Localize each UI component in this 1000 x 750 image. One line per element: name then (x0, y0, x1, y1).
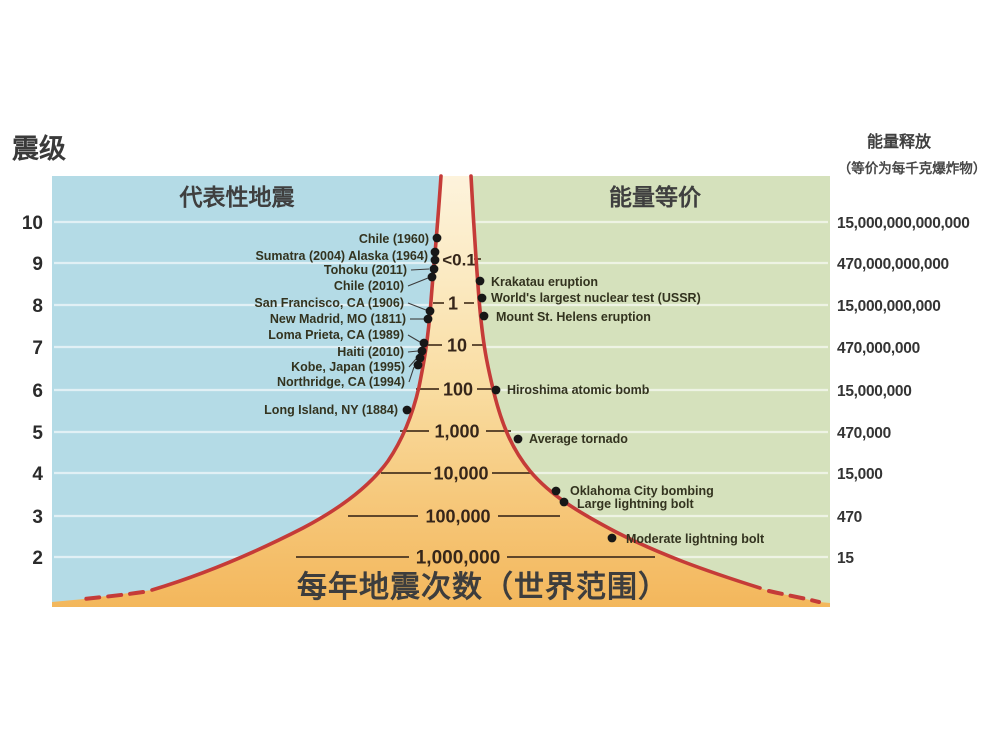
equivalent-dot (477, 293, 487, 303)
energy-value: 470,000,000 (837, 340, 920, 357)
magnitude-tick: 2 (32, 548, 43, 569)
earthquake-dot (425, 306, 435, 316)
frequency-label: <0.1 (442, 251, 476, 270)
annual-frequency-labels: <0.1 1 10 100 1,000 10,000 100,000 1,000,000 (296, 251, 655, 569)
leader-line (407, 334, 421, 343)
earthquake-dot (432, 233, 442, 243)
earthquake-dot (413, 360, 423, 370)
frequency-label: 10 (447, 336, 467, 356)
representative-earthquake-annotations: Chile (1960) Sumatra (2004) Alaska (1964)… (254, 232, 442, 417)
right-region-header: 能量等价 (609, 184, 702, 210)
earthquake-label: Sumatra (2004) Alaska (1964) (255, 249, 428, 263)
earthquake-dot (417, 346, 427, 356)
frequency-label: 1,000,000 (416, 548, 501, 569)
left-region-header: 代表性地震 (179, 184, 296, 210)
equivalent-label: Hiroshima atomic bomb (507, 383, 650, 397)
energy-value: 470,000 (837, 425, 891, 442)
equivalent-label: Mount St. Helens eruption (496, 310, 651, 324)
frequency-label: 1 (448, 294, 458, 314)
energy-value: 15,000,000 (837, 383, 912, 400)
equivalent-label: Large lightning bolt (577, 497, 694, 511)
earthquake-label: Tohoku (2011) (324, 263, 407, 277)
earthquake-label: Haiti (2010) (337, 345, 404, 359)
equivalent-dot (475, 276, 485, 286)
leader-line (410, 268, 430, 271)
magnitude-tick: 3 (32, 507, 43, 528)
equivalent-label: Krakatau eruption (491, 275, 598, 289)
equivalent-label: Oklahoma City bombing (570, 484, 714, 498)
leader-line (408, 366, 415, 383)
earthquake-label: Chile (1960) (359, 232, 429, 246)
magnitude-tick: 7 (32, 338, 43, 359)
earthquake-dot (423, 314, 433, 324)
magnitude-tick: 5 (32, 423, 43, 444)
right-curve-dashed (767, 589, 821, 604)
magnitude-axis-title: 震级 (12, 133, 66, 164)
earthquake-dot (430, 247, 440, 257)
equivalent-dot (491, 385, 501, 395)
frequency-label: 1,000 (434, 422, 479, 442)
energy-value: 15,000 (837, 466, 883, 483)
magnitude-axis-ticks: 10 9 8 7 6 5 4 3 2 (22, 213, 44, 569)
earthquake-label: Northridge, CA (1994) (277, 375, 405, 389)
magnitude-tick: 9 (32, 254, 43, 275)
energy-axis-subtitle: （等价为每千克爆炸物） (838, 160, 987, 176)
earthquake-dot (430, 255, 440, 265)
equivalent-dot (551, 486, 561, 496)
left-curve (150, 174, 443, 592)
leader-line (407, 277, 429, 287)
frequency-label: 100,000 (425, 507, 490, 527)
magnitude-tick: 8 (32, 296, 43, 317)
leader-line (407, 302, 427, 311)
energy-value: 15,000,000,000 (837, 298, 941, 315)
frequency-label: 100 (443, 380, 473, 400)
earthquake-label: Long Island, NY (1884) (264, 403, 398, 417)
equivalent-dot (559, 497, 569, 507)
magnitude-tick: 6 (32, 381, 43, 402)
equivalent-dot (513, 434, 523, 444)
earthquake-dot (419, 338, 429, 348)
energy-value: 15,000,000,000,000 (837, 215, 970, 232)
equivalent-label: Average tornado (529, 432, 628, 446)
earthquake-label: Kobe, Japan (1995) (291, 360, 405, 374)
earthquake-label: New Madrid, MO (1811) (270, 312, 406, 326)
energy-axis-title: 能量释放 (867, 132, 932, 151)
earthquake-dot (427, 272, 437, 282)
earthquake-label: Loma Prieta, CA (1989) (268, 328, 404, 342)
equivalent-dot (479, 311, 489, 321)
energy-value: 470 (837, 509, 862, 526)
earthquake-dot (402, 405, 412, 415)
earthquake-label: Chile (2010) (334, 279, 404, 293)
energy-value: 15 (837, 550, 854, 567)
leader-line (408, 358, 417, 368)
equivalent-label: Moderate lightning bolt (626, 532, 765, 546)
magnitude-tick: 4 (32, 464, 43, 485)
earthquake-label: San Francisco, CA (1906) (254, 296, 404, 310)
equivalent-dot (607, 533, 617, 543)
earthquake-dot (415, 353, 425, 363)
magnitude-tick: 10 (22, 213, 43, 234)
energy-value: 470,000,000,000 (837, 256, 949, 273)
equivalent-label: World's largest nuclear test (USSR) (491, 291, 701, 305)
energy-axis-values: 15,000,000,000,000 470,000,000,000 15,000,… (837, 215, 970, 567)
energy-equivalent-annotations: Krakatau eruption World's largest nuclear… (475, 275, 765, 546)
frequency-funnel-area (52, 176, 830, 607)
frequency-label: 10,000 (433, 464, 488, 484)
leader-line (407, 350, 419, 353)
left-curve-dashed (82, 590, 145, 601)
earthquake-dot (429, 264, 439, 274)
bottom-axis-title: 每年地震次数（世界范围） (297, 570, 669, 604)
